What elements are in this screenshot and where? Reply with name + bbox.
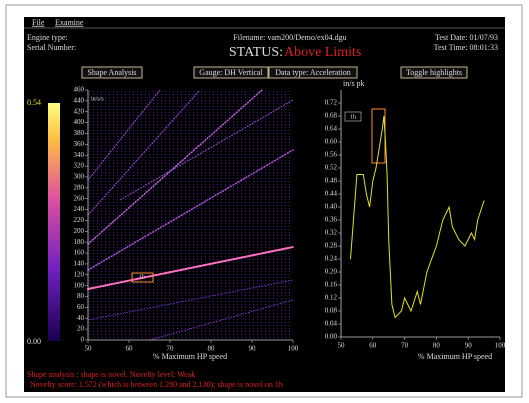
y-tick-label: 180 [74,238,85,246]
button[interactable]: Gauge: DH Vertical [194,67,268,78]
map-x-label: % Maximum HP speed [153,352,227,361]
status-label: STATUS: [229,45,283,60]
y-tick-label: 0.16 [325,281,338,289]
y-tick-label: 340 [74,151,85,159]
y-tick-label: 360 [74,140,85,148]
button-label[interactable]: Shape Analysis [87,68,136,77]
y-tick-label: 0 [81,336,85,344]
y-tick-label: 0.52 [325,164,338,172]
filename: Filename: vam200/Demo/ex04.dgu [233,33,346,42]
trend-y-label: in/s pk [343,79,365,88]
y-tick-label: 0.28 [325,242,338,250]
serial-number: Serial Number: [27,43,76,52]
button-label[interactable]: Gauge: DH Vertical [199,68,263,77]
y-tick-label: 200 [74,227,85,235]
y-tick-label: 0.32 [325,229,338,237]
x-tick-label: 60 [126,345,134,353]
y-tick-label: 0.00 [325,333,338,341]
status-value: Above Limits [284,45,361,60]
y-tick-label: 0.44 [325,190,338,198]
y-tick-label: 0.36 [325,216,338,224]
y-tick-label: 460 [74,86,85,94]
y-tick-label: 320 [74,162,85,170]
y-tick-label: 0.60 [325,138,338,146]
x-tick-label: 50 [85,345,93,353]
y-tick-label: 300 [74,173,85,181]
y-tick-label: 80 [77,292,85,300]
screen: File Examine Engine type: Serial Number:… [0,0,529,403]
button-label[interactable]: Data type: Acceleration [275,68,351,77]
x-tick-label: 100 [495,342,506,350]
x-tick-label: 70 [401,342,409,350]
map-highlight-label: 1h [139,274,145,280]
y-tick-label: 440 [74,96,85,104]
footer-line: Shape analysis : shape is novel. Novelty… [27,370,195,379]
y-tick-label: 0.68 [325,112,338,120]
map-y-label: in/s/s [91,96,104,102]
y-tick-label: 0.40 [325,203,338,211]
x-tick-label: 70 [167,345,175,353]
y-tick-label: 60 [77,303,85,311]
y-tick-label: 0.12 [325,294,338,302]
footer-line: Novelty score: 1.572 (which is between 1… [30,380,283,389]
y-tick-label: 380 [74,129,85,137]
y-tick-label: 0.48 [325,177,338,185]
y-tick-label: 220 [74,216,85,224]
x-tick-label: 50 [338,342,346,350]
y-tick-label: 100 [74,281,85,289]
y-tick-label: 120 [74,270,85,278]
y-tick-label: 420 [74,107,85,115]
x-tick-label: 80 [208,345,216,353]
y-tick-label: 0.56 [325,151,338,159]
x-tick-label: 60 [369,342,377,350]
x-tick-label: 90 [465,342,473,350]
color-bar [48,103,60,341]
x-tick-label: 80 [433,342,441,350]
button[interactable]: Data type: Acceleration [269,67,357,78]
y-tick-label: 0.04 [325,320,338,328]
menu-item[interactable]: File [32,18,45,27]
trend-highlight-label: 1h [350,114,356,120]
y-tick-label: 400 [74,118,85,126]
y-tick-label: 140 [74,260,85,268]
y-tick-label: 0.20 [325,268,338,276]
colorbar-max: 0.54 [27,98,41,107]
button[interactable]: Toggle highlights [401,67,467,78]
y-tick-label: 240 [74,205,85,213]
y-tick-label: 160 [74,249,85,257]
y-tick-label: 280 [74,183,85,191]
x-tick-label: 90 [249,345,257,353]
trend-x-label: % Maximum HP speed [418,352,492,361]
y-tick-label: 0.24 [325,255,338,263]
y-tick-label: 20 [77,325,85,333]
x-tick-label: 100 [288,345,299,353]
colorbar-min: 0.00 [27,337,41,346]
map-area [88,90,293,340]
menu-item[interactable]: Examine [55,18,84,27]
test-date: Test Date: 01/07/93 [435,33,498,42]
test-time: Test Time: 08:01:33 [434,43,498,52]
button-label[interactable]: Toggle highlights [406,68,462,77]
button[interactable]: Shape Analysis [82,67,142,78]
y-tick-label: 260 [74,194,85,202]
page: File Examine Engine type: Serial Number:… [0,0,529,403]
y-tick-label: 0.08 [325,307,338,315]
y-tick-label: 40 [77,314,85,322]
y-tick-label: 0.64 [325,125,338,133]
engine-type: Engine type: [27,33,68,42]
y-tick-label: 0.72 [325,99,338,107]
